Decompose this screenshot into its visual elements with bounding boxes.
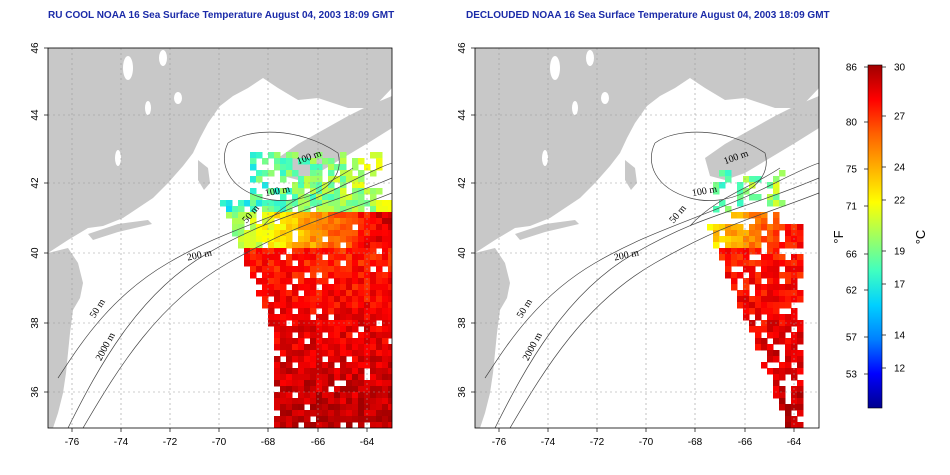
lake (145, 101, 151, 115)
lon-tick-label: -66 (738, 437, 753, 448)
lat-tick-label: 44 (457, 109, 468, 121)
lon-tick-label: -76 (492, 437, 507, 448)
contour-label: 100 m (691, 184, 718, 199)
lake (572, 101, 578, 115)
lat-tick-label: 40 (457, 247, 468, 259)
lon-tick-label: -66 (311, 437, 326, 448)
contour-georges-bank (689, 167, 781, 227)
land-north (48, 48, 392, 253)
bathymetry-contours (484, 131, 819, 428)
left-panel-title: RU COOL NOAA 16 Sea Surface Temperature … (48, 10, 395, 21)
lat-tick-label: 40 (30, 247, 41, 259)
lon-tick-label: -74 (541, 437, 556, 448)
lon-tick-label: -74 (114, 437, 129, 448)
colorbar-tick-c-label: 22 (894, 196, 906, 207)
contour-gulf-of-maine (651, 131, 767, 201)
lake (586, 50, 594, 66)
grid-lines (475, 48, 819, 428)
contour-label: 200 m (613, 248, 640, 264)
colorbar-tick-f-label: 57 (846, 333, 858, 344)
colorbar-tick-f-label: 80 (846, 118, 858, 129)
lat-tick-label: 36 (457, 386, 468, 398)
colorbar-tick-c-label: 24 (894, 163, 906, 174)
fahrenheit-unit-label: °F (831, 230, 846, 243)
bathymetry-contours (57, 131, 392, 428)
contour-georges-bank (262, 167, 354, 227)
land-north (475, 48, 819, 253)
contour-2000m (82, 192, 392, 428)
lat-tick-label: 42 (457, 177, 468, 189)
celsius-unit-label: °C (913, 230, 928, 245)
lake (123, 56, 133, 80)
colorbar-tick-c-label: 27 (894, 112, 906, 123)
lake (174, 92, 182, 104)
lat-tick-label: 36 (30, 386, 41, 398)
land-east-coast (48, 248, 83, 428)
contour-label: 200 m (186, 248, 213, 264)
land-nova-scotia (705, 96, 819, 180)
colorbar-tick-f-label: 75 (846, 165, 858, 176)
colorbar-tick-c-label: 19 (894, 247, 906, 258)
contour-50m (57, 162, 392, 379)
lat-tick-label: 46 (457, 42, 468, 54)
lake (115, 150, 121, 166)
land-long-island (515, 220, 579, 240)
colorbar-tick-c-label: 17 (894, 280, 906, 291)
contour-50m (484, 162, 819, 379)
lon-tick-label: -70 (212, 437, 227, 448)
sst-pixels (707, 170, 804, 428)
colorbar-tick-f-label: 71 (846, 202, 858, 213)
lake (601, 92, 609, 104)
contour-200m (67, 177, 392, 428)
contour-200m (494, 177, 819, 428)
lake (550, 56, 560, 80)
right-panel-title: DECLOUDED NOAA 16 Sea Surface Temperatur… (466, 10, 830, 21)
lon-tick-label: -70 (639, 437, 654, 448)
colorbar-fill (867, 64, 883, 409)
map-frame (47, 47, 393, 429)
colorbar-tick-f-label: 53 (846, 370, 858, 381)
contour-label: 100 m (264, 184, 291, 199)
land-cape-cod (198, 160, 210, 190)
lat-tick-label: 38 (30, 317, 41, 329)
lake (159, 50, 167, 66)
lon-tick-label: -68 (261, 437, 276, 448)
lon-tick-label: -64 (787, 437, 802, 448)
lake (542, 150, 548, 166)
sst-pixels (220, 152, 392, 428)
colorbar-tick-f-label: 66 (846, 250, 858, 261)
contour-gulf-of-maine (224, 131, 340, 201)
colorbar-tick-c-label: 12 (894, 364, 906, 375)
land-cape-cod (625, 160, 637, 190)
temperature-colorbar: 86 80 75 71 66 62 57 53 30 27 24 22 19 17 14 12 °F °C (831, 63, 928, 409)
lat-tick-label: 42 (30, 177, 41, 189)
colorbar-tick-f-label: 62 (846, 286, 858, 297)
lon-tick-label: -72 (163, 437, 178, 448)
lon-tick-label: -68 (688, 437, 703, 448)
map-frame (474, 47, 820, 429)
lon-tick-label: -76 (65, 437, 80, 448)
lon-tick-label: -64 (360, 437, 375, 448)
lat-tick-label: 38 (457, 317, 468, 329)
colorbar-tick-f-label: 86 (846, 63, 858, 74)
grid-lines (48, 48, 392, 428)
land-long-island (88, 220, 152, 240)
lat-tick-label: 44 (30, 109, 41, 121)
lon-tick-label: -72 (590, 437, 605, 448)
contour-2000m (509, 192, 819, 428)
lat-tick-label: 46 (30, 42, 41, 54)
colorbar-tick-c-label: 14 (894, 331, 906, 342)
colorbar-tick-c-label: 30 (894, 63, 906, 74)
land-east-coast (475, 248, 510, 428)
